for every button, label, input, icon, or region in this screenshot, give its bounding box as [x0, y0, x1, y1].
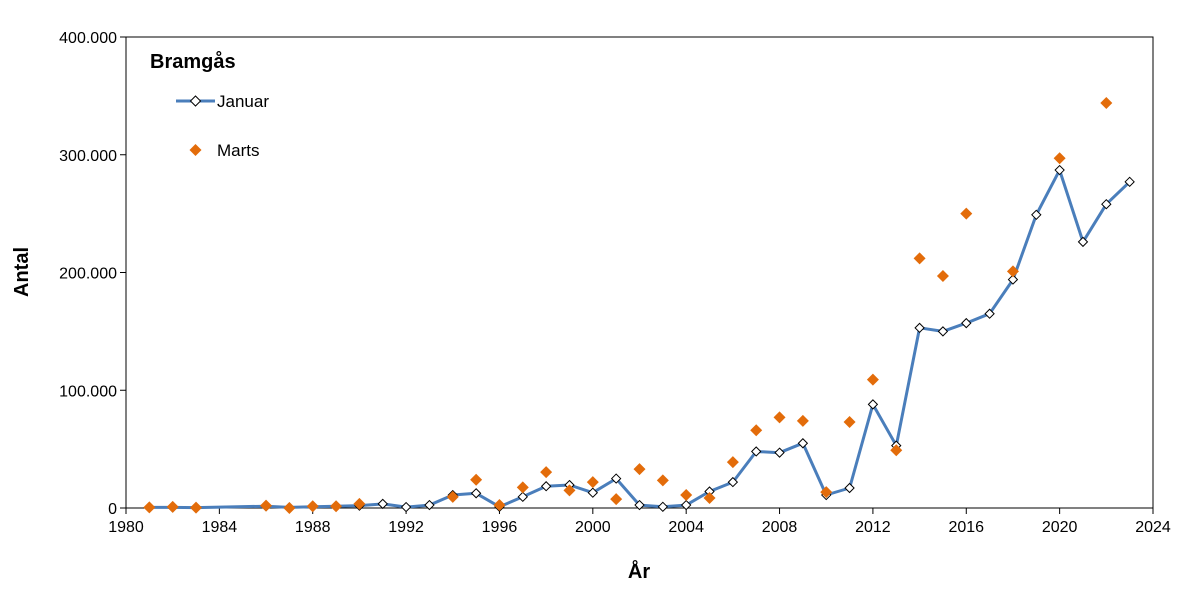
legend-januar-marker [189, 95, 202, 107]
januar-point [750, 446, 762, 457]
marts-point [330, 500, 343, 513]
y-tick-label: 0 [108, 501, 117, 518]
marts-point [960, 207, 973, 220]
marts-point [773, 411, 786, 424]
x-tick-label: 2016 [948, 519, 984, 536]
legend-januar-label: Januar [217, 92, 269, 111]
marts-point [143, 501, 156, 514]
marts-point [283, 502, 296, 514]
januar-point [1124, 176, 1135, 188]
januar-point [540, 481, 552, 492]
marts-point [353, 497, 366, 510]
marts-point [190, 501, 203, 514]
x-tick-label: 1996 [482, 519, 518, 536]
marts-point [750, 424, 763, 437]
januar-point [400, 501, 412, 513]
januar-point [634, 499, 645, 511]
chart-title: Bramgås [150, 50, 236, 73]
januar-point [984, 308, 995, 319]
marts-point [703, 491, 716, 504]
januar-point [774, 447, 785, 458]
marts-point [516, 481, 529, 494]
marts-point [1053, 152, 1066, 165]
januar-point [961, 317, 972, 329]
marts-point [260, 499, 273, 512]
marts-point [796, 414, 809, 427]
marts-point [936, 270, 949, 283]
x-tick-label: 2020 [1042, 519, 1078, 536]
marts-point [166, 500, 179, 513]
januar-point [1031, 209, 1042, 221]
januar-point [517, 491, 529, 503]
y-axis: 0 100.000 200.000 300.000 400.000 [59, 30, 126, 518]
y-tick-label: 200.000 [59, 266, 117, 283]
y-tick-label: 300.000 [59, 148, 117, 165]
marts-point [1006, 265, 1019, 278]
marts-point [913, 252, 926, 265]
x-tick-label: 1980 [108, 519, 144, 536]
januar-point [1007, 274, 1019, 285]
marts-point [866, 373, 879, 386]
marts-point [726, 456, 739, 469]
legend-marts-marker [189, 144, 202, 156]
marts-point [306, 500, 319, 513]
marts-point [540, 466, 553, 479]
marts-point [470, 473, 483, 486]
x-axis-title: År [628, 559, 650, 583]
januar-point [867, 399, 879, 410]
januar-point [657, 501, 669, 513]
y-tick-label: 400.000 [59, 30, 117, 47]
legend: Januar Marts [176, 92, 269, 160]
x-tick-label: 2000 [575, 519, 611, 536]
marts-point [563, 484, 576, 497]
januar-point [727, 476, 739, 488]
marts-point [680, 489, 693, 502]
marts-point [843, 416, 856, 429]
januar-point [680, 499, 692, 511]
januar-point [470, 488, 482, 499]
x-tick-label: 2008 [762, 519, 798, 536]
marts-point [890, 444, 903, 457]
januar-point [937, 326, 949, 337]
januar-point [587, 487, 599, 498]
januar-point [424, 499, 435, 511]
marts-point [610, 493, 623, 506]
x-tick-label: 2024 [1135, 519, 1171, 536]
marts-point [656, 474, 669, 487]
marts-point [446, 490, 459, 503]
januar-point [1077, 236, 1089, 248]
y-tick-label: 100.000 [59, 383, 117, 400]
x-tick-label: 2012 [855, 519, 891, 536]
januar-point [797, 438, 809, 449]
x-tick-label: 1988 [295, 519, 331, 536]
januar-point [1054, 164, 1065, 176]
plot-area [125, 36, 1154, 509]
series-marts [143, 96, 1113, 514]
marts-point [633, 463, 646, 476]
marts-point [820, 486, 833, 499]
januar-point [377, 498, 388, 510]
marts-point [493, 499, 506, 512]
marts-point [1100, 96, 1113, 109]
januar-point [610, 473, 622, 484]
januar-point [844, 482, 855, 494]
x-tick-label: 1992 [388, 519, 424, 536]
legend-marts-label: Marts [217, 141, 260, 160]
x-axis: 1980 1984 1988 1992 1996 2000 2004 2008 2012 2016… [108, 508, 1171, 536]
x-tick-label: 1984 [202, 519, 238, 536]
x-tick-label: 2004 [668, 519, 704, 536]
januar-point [914, 322, 925, 334]
januar-point [1101, 198, 1112, 210]
y-axis-title: Antal [11, 247, 33, 297]
marts-point [586, 476, 599, 489]
